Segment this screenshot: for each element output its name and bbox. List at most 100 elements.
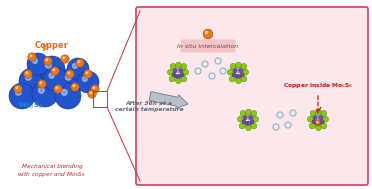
Circle shape (239, 123, 245, 129)
Circle shape (321, 123, 327, 129)
Circle shape (170, 64, 176, 69)
Circle shape (172, 73, 176, 77)
Circle shape (19, 68, 45, 94)
Circle shape (249, 116, 253, 119)
Circle shape (176, 78, 181, 84)
Circle shape (66, 70, 74, 78)
Circle shape (32, 81, 58, 107)
Circle shape (315, 121, 318, 125)
Circle shape (317, 121, 318, 123)
Circle shape (30, 55, 32, 57)
Circle shape (246, 109, 251, 115)
Circle shape (312, 120, 316, 124)
Circle shape (71, 83, 79, 91)
Circle shape (183, 69, 189, 75)
Circle shape (233, 69, 237, 73)
Circle shape (9, 83, 35, 109)
Circle shape (38, 88, 44, 93)
Circle shape (315, 120, 321, 125)
Circle shape (61, 55, 69, 63)
Circle shape (51, 67, 59, 75)
Circle shape (28, 53, 36, 61)
Circle shape (49, 73, 54, 78)
Circle shape (77, 71, 99, 93)
Circle shape (308, 116, 313, 122)
Circle shape (39, 56, 65, 82)
Circle shape (176, 62, 181, 68)
Circle shape (251, 123, 257, 129)
Circle shape (76, 59, 84, 67)
Circle shape (246, 125, 251, 131)
Circle shape (241, 76, 247, 82)
Circle shape (243, 69, 248, 75)
Circle shape (232, 73, 236, 77)
Circle shape (251, 110, 257, 116)
Circle shape (53, 69, 55, 71)
Circle shape (180, 73, 184, 77)
Bar (93, 91, 107, 107)
Circle shape (317, 121, 321, 125)
Circle shape (253, 116, 259, 122)
Circle shape (315, 109, 321, 115)
Circle shape (239, 69, 243, 73)
Circle shape (83, 77, 87, 81)
Circle shape (88, 90, 96, 98)
Circle shape (86, 72, 88, 74)
Circle shape (56, 87, 58, 89)
Circle shape (321, 110, 327, 116)
Circle shape (241, 64, 247, 69)
Circle shape (54, 85, 62, 93)
Circle shape (16, 87, 18, 89)
Circle shape (175, 74, 179, 78)
Circle shape (91, 85, 99, 93)
Circle shape (203, 29, 213, 39)
Text: Copper: Copper (35, 41, 69, 50)
Circle shape (229, 76, 235, 82)
FancyArrow shape (149, 92, 188, 109)
Circle shape (240, 73, 244, 77)
Circle shape (44, 57, 52, 65)
Text: In situ intercalation: In situ intercalation (177, 43, 238, 49)
Circle shape (310, 110, 316, 116)
Circle shape (84, 70, 92, 78)
Circle shape (230, 64, 236, 69)
Circle shape (323, 116, 328, 122)
Text: After 36h at a
certain temperature: After 36h at a certain temperature (115, 101, 183, 112)
Circle shape (250, 120, 254, 124)
Circle shape (173, 69, 177, 73)
Circle shape (26, 72, 28, 74)
Text: Mechanical blending
with copper and Mo$_6$S$_8$: Mechanical blending with copper and Mo$_… (17, 164, 87, 179)
Circle shape (315, 125, 321, 131)
Circle shape (167, 69, 173, 75)
Circle shape (40, 82, 42, 84)
Circle shape (24, 70, 32, 78)
Circle shape (65, 74, 71, 80)
Circle shape (235, 62, 241, 68)
Circle shape (43, 67, 67, 91)
Circle shape (169, 76, 175, 82)
Circle shape (177, 74, 181, 78)
Circle shape (235, 74, 238, 78)
Circle shape (227, 69, 233, 75)
Circle shape (78, 61, 80, 63)
Circle shape (46, 59, 48, 61)
Circle shape (247, 121, 251, 125)
Circle shape (242, 120, 246, 124)
Circle shape (181, 76, 187, 82)
Circle shape (68, 72, 70, 74)
Circle shape (240, 110, 246, 116)
Circle shape (235, 78, 241, 84)
Circle shape (38, 80, 46, 88)
Circle shape (45, 63, 51, 68)
Text: Mo$_6$S$_8$: Mo$_6$S$_8$ (18, 101, 43, 111)
Circle shape (205, 31, 208, 34)
Circle shape (179, 69, 183, 73)
Circle shape (59, 68, 85, 94)
Circle shape (55, 83, 81, 109)
FancyBboxPatch shape (180, 40, 235, 53)
Circle shape (73, 64, 77, 68)
Circle shape (181, 64, 187, 69)
Circle shape (73, 85, 75, 87)
Circle shape (16, 90, 21, 95)
Circle shape (237, 116, 243, 122)
